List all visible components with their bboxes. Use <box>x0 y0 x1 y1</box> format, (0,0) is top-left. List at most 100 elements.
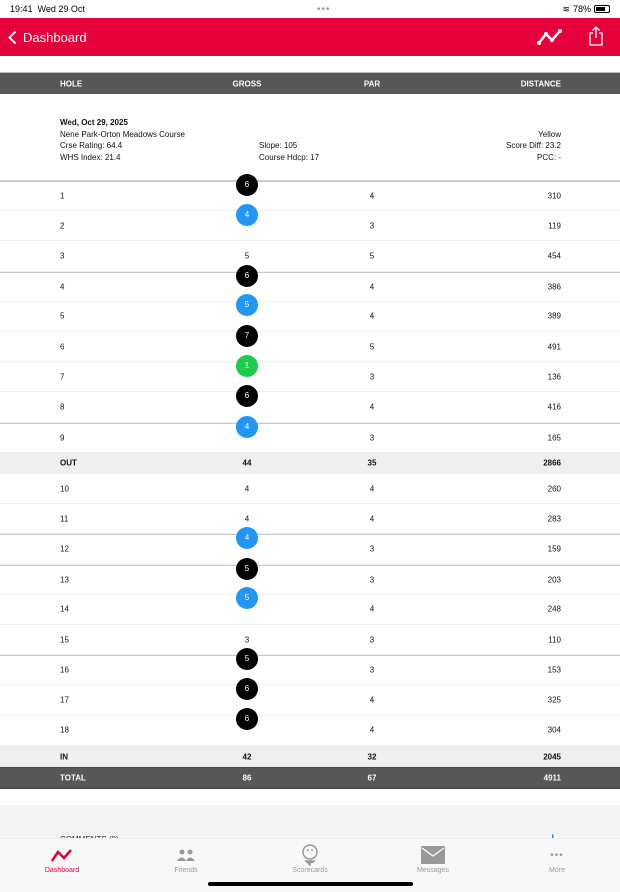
wifi-icon: ≋ <box>562 3 570 14</box>
gross-score: 6 <box>217 677 277 711</box>
score-marker: 6 <box>236 174 258 197</box>
more-dots-icon: ••• <box>550 849 564 861</box>
hole-row[interactable]: 7 1 3 136 <box>0 354 620 393</box>
hole-row[interactable]: 5 5 4 389 <box>0 294 620 332</box>
hole-distance: 389 <box>547 311 561 321</box>
hole-row[interactable]: 2 4 3 119 <box>0 203 620 242</box>
hole-number: 17 <box>60 695 69 705</box>
hole-row[interactable]: 9 4 3 165 <box>0 415 620 453</box>
score-marker: 7 <box>236 324 258 347</box>
gross-score: 4 <box>217 203 277 237</box>
hole-distance: 260 <box>547 484 561 494</box>
hole-row[interactable]: 17 6 4 325 <box>0 677 620 716</box>
hole-row[interactable]: 4 6 4 386 <box>0 264 620 302</box>
home-indicator[interactable] <box>208 882 413 886</box>
score-value: 5 <box>244 251 250 261</box>
hole-row[interactable]: 13 5 3 203 <box>0 557 620 595</box>
multitask-dots-icon[interactable]: ••• <box>316 3 331 15</box>
hole-row[interactable]: 15 3 3 110 <box>0 625 620 656</box>
hole-par: 4 <box>369 514 375 524</box>
gross-score: 3 <box>217 635 277 644</box>
hole-number: 1 <box>60 191 65 201</box>
round-info: Wed, Oct 29, 2025 Nene Park-Orton Meadow… <box>0 94 620 181</box>
hole-par: 4 <box>369 402 375 412</box>
score-marker: 6 <box>236 264 258 287</box>
hole-par: 5 <box>369 342 375 352</box>
in-label: IN <box>60 752 68 762</box>
tab-friends[interactable]: Friends <box>146 843 226 874</box>
tab-label: Scorecards <box>292 867 328 874</box>
friends-icon <box>177 849 195 861</box>
hole-par: 4 <box>369 311 375 321</box>
tab-more[interactable]: ••• More <box>517 843 597 875</box>
tab-scorecards[interactable]: Scorecards <box>270 843 350 874</box>
hole-row[interactable]: 3 5 5 454 <box>0 241 620 272</box>
hole-par: 3 <box>369 665 375 675</box>
hole-par: 4 <box>369 695 375 705</box>
course-rating: Crse Rating: 64.4 <box>60 141 123 150</box>
tab-dashboard[interactable]: Dashboard <box>22 843 102 874</box>
share-icon[interactable] <box>589 26 603 46</box>
hole-number: 13 <box>60 575 69 585</box>
gross-score: 5 <box>217 557 277 591</box>
out-par: 35 <box>367 458 377 468</box>
round-date: Wed, Oct 29, 2025 <box>60 118 128 127</box>
back-button[interactable]: Dashboard <box>8 30 87 45</box>
gross-score: 4 <box>217 484 277 493</box>
hole-number: 18 <box>60 725 69 735</box>
hole-number: 10 <box>60 484 69 494</box>
course-name: Nene Park-Orton Meadows Course <box>60 129 185 139</box>
whs-index: WHS Index: 21.4 <box>60 152 121 162</box>
tab-messages[interactable]: Messages <box>393 843 473 874</box>
hole-row[interactable]: 6 7 5 491 <box>0 324 620 363</box>
hole-par: 5 <box>369 251 375 261</box>
hole-number: 3 <box>60 251 65 261</box>
hole-number: 15 <box>60 635 69 645</box>
hole-distance: 310 <box>547 191 561 201</box>
hole-row[interactable]: 11 4 4 283 <box>0 504 620 535</box>
hole-distance: 248 <box>547 604 561 614</box>
hole-row[interactable]: 10 4 4 260 <box>0 474 620 505</box>
status-bar: 19:41 Wed 29 Oct ••• ≋ 78% <box>0 0 620 18</box>
hole-row[interactable]: 16 5 3 153 <box>0 648 620 686</box>
gross-score: 6 <box>217 264 277 298</box>
hole-number: 9 <box>60 433 65 443</box>
slope: Slope: 105 <box>259 141 298 150</box>
score-marker: 5 <box>236 648 258 671</box>
gross-score: 5 <box>217 294 277 327</box>
hole-par: 3 <box>369 635 375 645</box>
hole-number: 4 <box>60 282 65 292</box>
back-label: Dashboard <box>23 29 87 45</box>
total-distance: 4911 <box>543 773 561 783</box>
in-gross: 42 <box>242 752 252 762</box>
gross-score: 6 <box>217 174 277 207</box>
hole-number: 5 <box>60 311 65 321</box>
gross-score: 4 <box>217 514 277 523</box>
hole-distance: 454 <box>547 251 561 261</box>
hole-par: 4 <box>369 282 375 292</box>
score-diff: Score Diff: 23.2 <box>506 141 561 150</box>
hole-distance: 283 <box>547 514 561 524</box>
header-gross: GROSS <box>232 79 262 88</box>
hole-par: 4 <box>369 484 375 494</box>
hole-par: 4 <box>369 191 375 201</box>
gross-score: 4 <box>217 527 277 560</box>
hole-distance: 203 <box>547 575 561 585</box>
stats-chart-icon[interactable] <box>537 28 563 46</box>
hole-par: 3 <box>369 372 375 382</box>
hole-par: 4 <box>369 604 375 614</box>
hole-row[interactable]: 8 6 4 416 <box>0 384 620 423</box>
total-par: 67 <box>367 773 377 783</box>
hole-row[interactable]: 1 6 4 310 <box>0 174 620 212</box>
hole-number: 14 <box>60 604 69 614</box>
hole-number: 7 <box>60 372 65 382</box>
header-distance: DISTANCE <box>520 79 561 88</box>
hole-row[interactable]: 14 5 4 248 <box>0 587 620 625</box>
gross-score: 6 <box>217 708 277 741</box>
hole-row[interactable]: 18 6 4 304 <box>0 708 620 746</box>
hole-distance: 386 <box>547 282 561 292</box>
hole-row[interactable]: 12 4 3 159 <box>0 527 620 565</box>
score-marker: 5 <box>236 294 258 317</box>
hole-distance: 119 <box>548 221 561 231</box>
score-marker: 4 <box>236 527 258 550</box>
